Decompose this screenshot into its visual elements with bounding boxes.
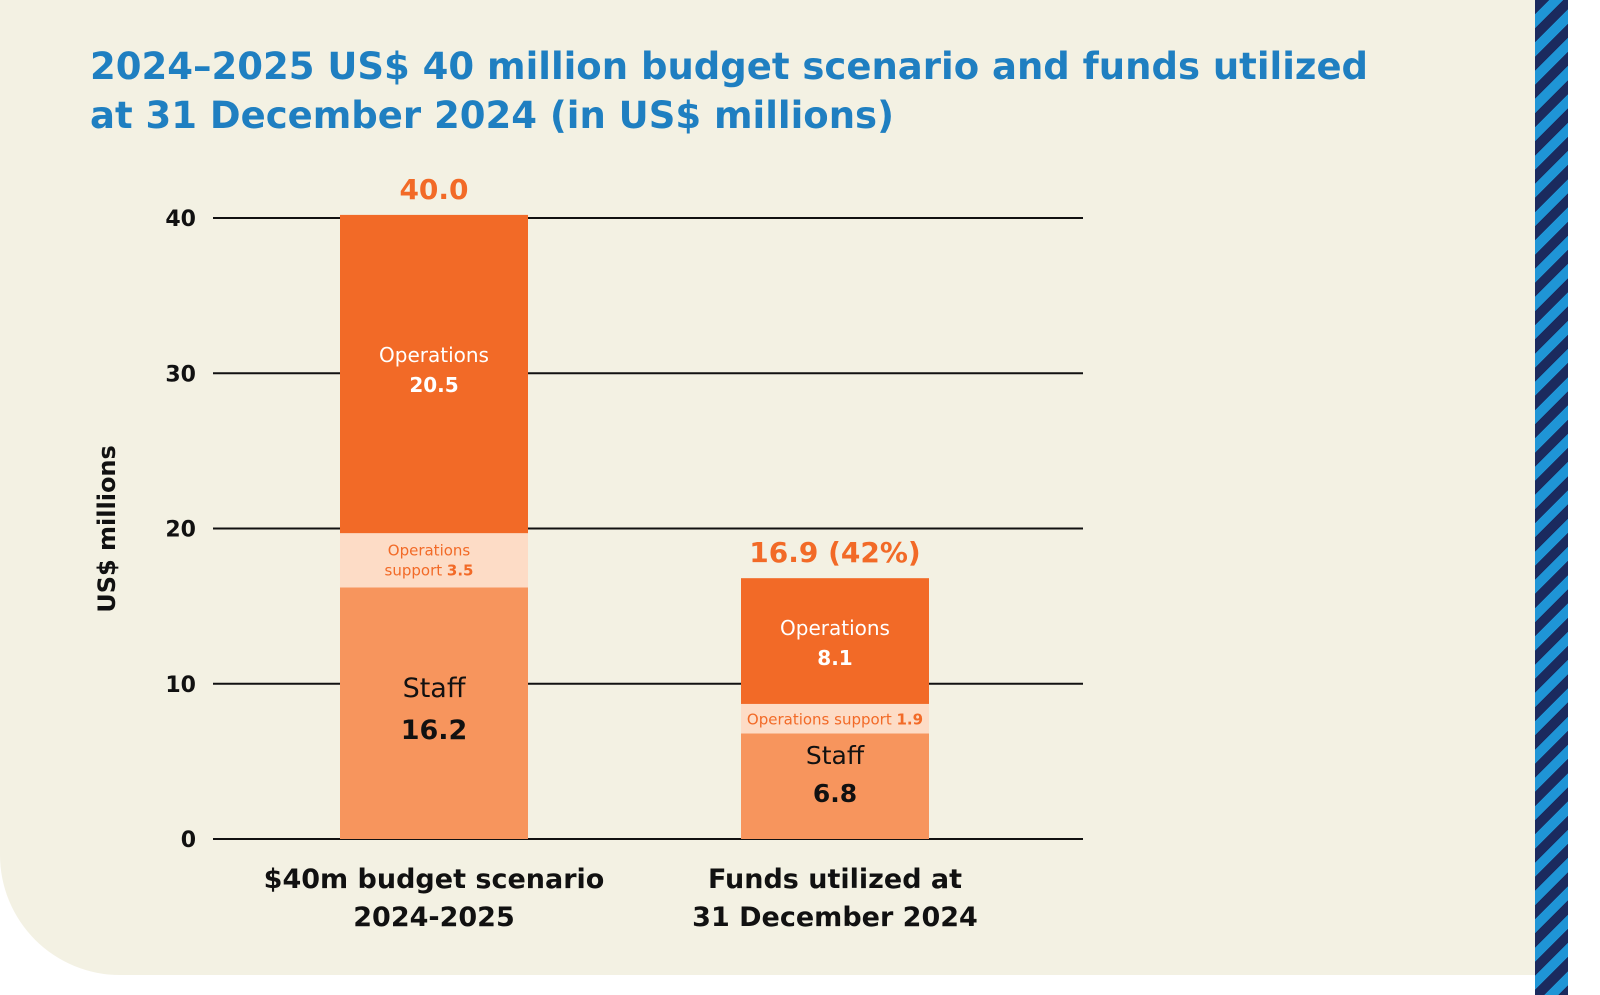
bar-segment-staff <box>340 587 528 839</box>
x-category-label: Funds utilized at <box>708 864 962 895</box>
bar-total-label: 40.0 <box>399 173 468 206</box>
y-tick-label: 10 <box>165 673 196 698</box>
bar-segment-operations-support <box>340 533 528 588</box>
segment-value: 16.2 <box>401 715 468 746</box>
segment-label: Staff <box>806 741 865 770</box>
segment-label: Staff <box>403 673 467 704</box>
segment-label: Operations <box>379 343 489 367</box>
x-category-label: 31 December 2024 <box>692 902 978 933</box>
chart-title: 2024–2025 US$ 40 million budget scenario… <box>90 42 1390 140</box>
segment-label: Operations <box>388 541 471 559</box>
segment-label: Operations <box>780 616 890 640</box>
segment-value: 3.5 <box>447 561 474 579</box>
chart-title-line: at 31 December 2024 (in US$ millions) <box>90 94 894 137</box>
decorative-stripe <box>1535 0 1568 995</box>
segment-value: 6.8 <box>813 779 857 808</box>
bar-segment-operations <box>741 578 929 704</box>
y-tick-label: 20 <box>165 518 196 543</box>
y-axis-label: US$ millions <box>93 445 121 613</box>
bar-segment-operations-support <box>741 703 929 734</box>
x-category-label: $40m budget scenario <box>264 864 605 895</box>
segment-value: 1.9 <box>897 711 924 729</box>
y-tick-label: 40 <box>165 207 196 232</box>
chart-title-line: 2024–2025 US$ 40 million budget scenario… <box>90 45 1369 88</box>
x-category-label: 2024-2025 <box>353 902 515 933</box>
segment-label: support 3.5 <box>385 561 474 579</box>
bar-total-label: 16.9 (42%) <box>749 536 920 569</box>
segment-value: 20.5 <box>409 373 458 397</box>
y-tick-label: 30 <box>165 362 196 387</box>
bar-segment-staff <box>741 733 929 839</box>
segment-value: 8.1 <box>817 646 852 670</box>
segment-label: Operations support 1.9 <box>747 711 923 729</box>
bar-segment-operations <box>340 214 528 534</box>
y-tick-label: 0 <box>181 828 196 853</box>
